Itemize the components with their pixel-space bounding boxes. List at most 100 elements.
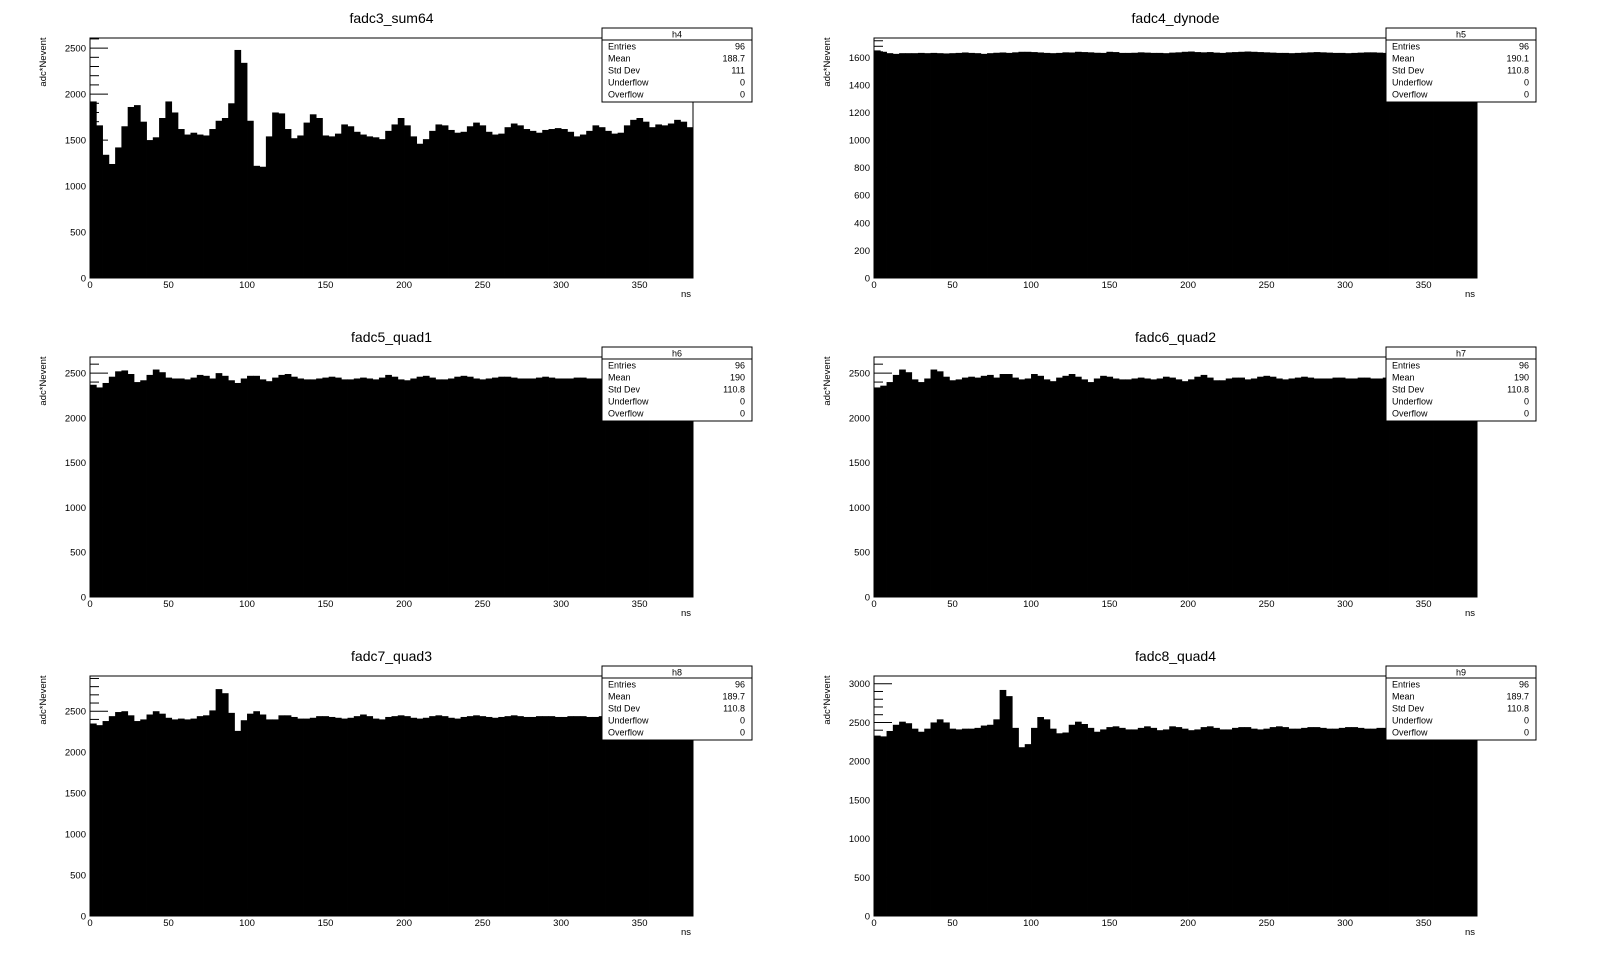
histogram-bin xyxy=(617,378,625,597)
histogram-bin xyxy=(667,123,675,279)
histogram-bin xyxy=(378,377,386,597)
histogram-bin xyxy=(561,378,568,597)
stats-label-underflow: Underflow xyxy=(1392,716,1433,726)
x-tick-label: 250 xyxy=(1259,918,1275,929)
histogram-bin xyxy=(510,123,518,279)
histogram-bin xyxy=(579,134,587,278)
histogram-bin xyxy=(974,377,982,597)
histogram-bin xyxy=(655,378,662,597)
histogram-bin xyxy=(504,716,512,916)
histogram-bin xyxy=(121,370,129,597)
histogram-bin xyxy=(1276,52,1283,279)
histogram-bin xyxy=(667,377,675,597)
histogram-bin xyxy=(523,378,531,597)
histogram-bin xyxy=(1232,727,1239,916)
histogram-bin xyxy=(1188,379,1195,597)
x-tick-label: 150 xyxy=(318,280,334,291)
histogram-bin xyxy=(579,377,587,597)
x-tick-label: 350 xyxy=(1416,280,1432,291)
histogram-bin xyxy=(165,377,173,597)
histogram-bin xyxy=(265,719,273,916)
histogram-bin xyxy=(523,716,531,916)
histogram-bin xyxy=(152,137,160,278)
histogram-bin xyxy=(215,373,223,597)
y-tick-label: 1200 xyxy=(849,108,870,119)
histogram-bin xyxy=(391,376,399,597)
histogram-title: fadc3_sum64 xyxy=(349,10,433,26)
histogram-bin xyxy=(623,125,631,278)
x-axis-label: ns xyxy=(1465,927,1475,938)
histogram-bin xyxy=(917,382,925,597)
histogram-bin xyxy=(1137,727,1145,916)
y-tick-label: 600 xyxy=(854,191,870,202)
histogram-bin xyxy=(1144,378,1151,597)
stats-value-underflow: 0 xyxy=(1524,397,1529,407)
histogram-bin xyxy=(228,712,235,916)
x-tick-label: 150 xyxy=(318,599,334,610)
histogram-bin xyxy=(479,125,487,278)
histogram-bin xyxy=(460,716,468,916)
histogram-bin xyxy=(473,715,480,916)
stats-value-entries: 96 xyxy=(735,42,745,52)
histogram-bin xyxy=(655,124,662,278)
histogram-bin xyxy=(291,376,298,597)
histogram-bin xyxy=(328,136,336,278)
x-tick-label: 350 xyxy=(632,280,648,291)
histogram-bin xyxy=(1345,53,1352,278)
histogram-bin xyxy=(448,129,455,278)
histogram-bin xyxy=(1257,52,1264,278)
histogram-bin xyxy=(1087,727,1095,916)
y-tick-label: 2000 xyxy=(849,413,870,424)
y-tick-label: 1000 xyxy=(849,834,870,845)
histogram-bin xyxy=(642,377,650,597)
histogram-bin xyxy=(1206,377,1214,597)
histogram-bin xyxy=(140,380,147,597)
histogram-bin xyxy=(328,716,336,916)
histogram-bin xyxy=(284,129,292,278)
histogram-bin xyxy=(1225,52,1233,279)
histogram-bin xyxy=(297,378,304,597)
histogram-bin xyxy=(498,376,505,597)
stats-label-overflow: Overflow xyxy=(1392,409,1428,419)
histogram-bin xyxy=(347,379,355,597)
histogram-bin xyxy=(422,139,430,278)
histogram-bin xyxy=(404,125,411,278)
histogram-bin xyxy=(1043,719,1051,916)
histogram-bin xyxy=(1389,727,1396,916)
histogram-bin xyxy=(316,716,323,916)
x-tick-label: 200 xyxy=(1180,280,1196,291)
histogram-bin xyxy=(410,136,418,278)
histogram-bin xyxy=(987,374,994,597)
histogram-bin xyxy=(372,137,380,278)
histogram-bin xyxy=(605,377,612,597)
histogram-bin xyxy=(454,132,461,278)
x-axis-label: ns xyxy=(1465,608,1475,619)
histogram-bin xyxy=(1200,52,1208,279)
histogram-bin xyxy=(1131,378,1139,597)
histogram-bin xyxy=(686,716,694,916)
stats-label-mean: Mean xyxy=(608,692,631,702)
histogram-bin xyxy=(1382,727,1390,916)
histogram-bin xyxy=(1068,374,1076,597)
histogram-bin xyxy=(1213,727,1220,916)
histogram-bin xyxy=(561,129,568,278)
histogram-bin xyxy=(999,689,1007,916)
stats-box-name: h4 xyxy=(672,30,682,40)
histogram-bin xyxy=(303,122,311,278)
histogram-bin xyxy=(1181,381,1189,597)
histogram-bin xyxy=(473,122,480,278)
histogram-bin xyxy=(886,382,894,597)
histogram-bin xyxy=(880,736,887,916)
histogram-bin xyxy=(366,378,374,597)
histogram-bin xyxy=(899,721,906,916)
histogram-bin xyxy=(930,369,938,597)
stats-value-std-dev: 110.8 xyxy=(1507,385,1529,395)
histogram-bin xyxy=(680,378,688,597)
histogram-bin xyxy=(1458,52,1465,279)
histogram-bin xyxy=(605,130,612,278)
histogram-bin xyxy=(1118,727,1126,916)
stats-label-underflow: Underflow xyxy=(608,716,649,726)
histogram-bin xyxy=(240,378,248,597)
x-tick-label: 250 xyxy=(475,280,491,291)
